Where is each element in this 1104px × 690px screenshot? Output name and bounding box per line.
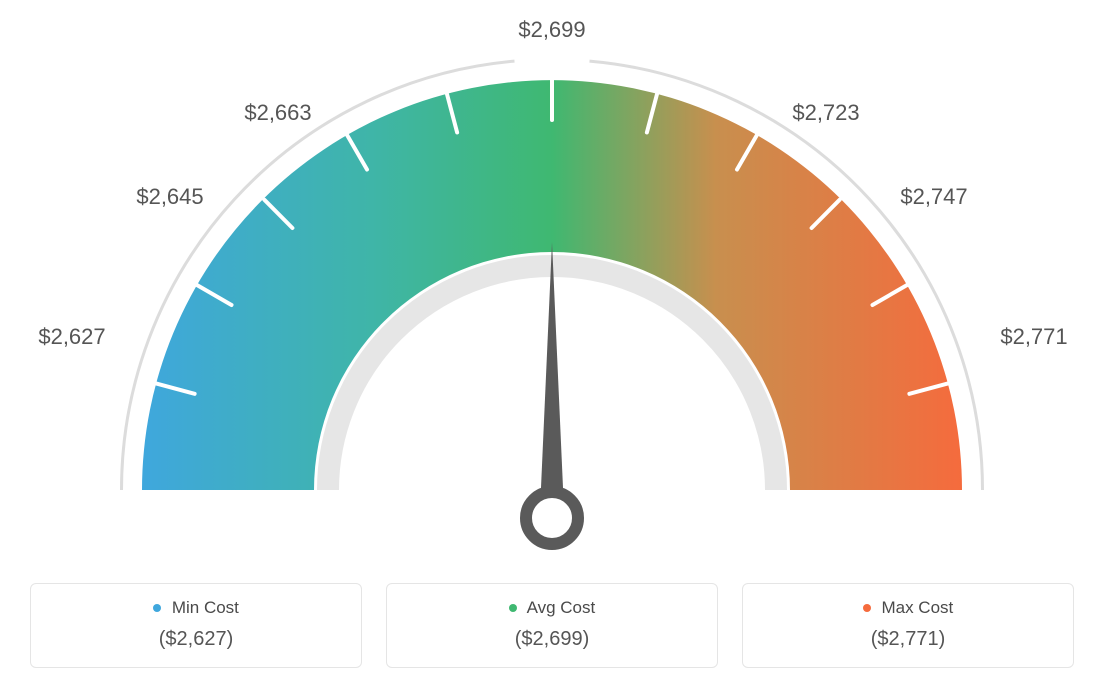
max-dot-icon bbox=[863, 604, 871, 612]
avg-dot-icon bbox=[509, 604, 517, 612]
gauge-chart-container: $2,627 $2,645 $2,663 $2,699 $2,723 $2,74… bbox=[0, 0, 1104, 690]
tick-label-2: $2,663 bbox=[244, 100, 311, 126]
max-cost-value: ($2,771) bbox=[753, 628, 1063, 651]
tick-label-0: $2,627 bbox=[38, 324, 105, 350]
tick-label-5: $2,747 bbox=[900, 184, 967, 210]
gauge-needle bbox=[526, 242, 578, 544]
min-dot-icon bbox=[153, 604, 161, 612]
summary-cards: Min Cost ($2,627) Avg Cost ($2,699) Max … bbox=[30, 583, 1074, 668]
tick-label-3: $2,699 bbox=[518, 17, 585, 43]
max-cost-card: Max Cost ($2,771) bbox=[742, 583, 1074, 668]
avg-cost-title: Avg Cost bbox=[397, 598, 707, 618]
avg-cost-label: Avg Cost bbox=[527, 598, 596, 617]
min-cost-label: Min Cost bbox=[172, 598, 239, 617]
max-cost-title: Max Cost bbox=[753, 598, 1063, 618]
avg-cost-card: Avg Cost ($2,699) bbox=[386, 583, 718, 668]
min-cost-value: ($2,627) bbox=[41, 628, 351, 651]
avg-cost-value: ($2,699) bbox=[397, 628, 707, 651]
tick-label-1: $2,645 bbox=[136, 184, 203, 210]
gauge-area: $2,627 $2,645 $2,663 $2,699 $2,723 $2,74… bbox=[0, 10, 1104, 570]
min-cost-card: Min Cost ($2,627) bbox=[30, 583, 362, 668]
min-cost-title: Min Cost bbox=[41, 598, 351, 618]
tick-label-6: $2,771 bbox=[1000, 324, 1067, 350]
max-cost-label: Max Cost bbox=[881, 598, 953, 617]
tick-label-4: $2,723 bbox=[792, 100, 859, 126]
gauge-svg bbox=[0, 10, 1104, 570]
